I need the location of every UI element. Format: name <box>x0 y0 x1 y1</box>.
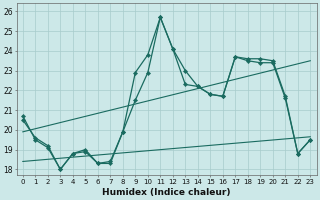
X-axis label: Humidex (Indice chaleur): Humidex (Indice chaleur) <box>102 188 231 197</box>
